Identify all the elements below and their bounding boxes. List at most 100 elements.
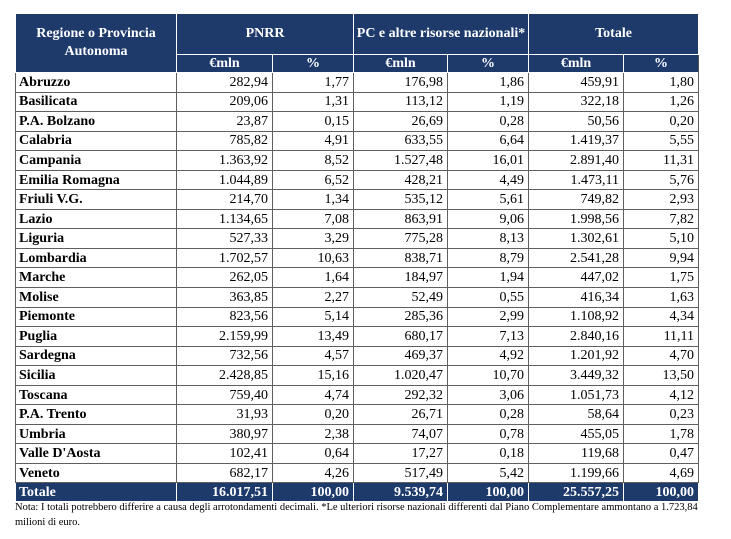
header-spacer xyxy=(698,13,713,73)
pnrr-mln-cell: 31,93 xyxy=(176,404,273,425)
pc-pct-cell: 1,94 xyxy=(447,267,530,289)
pc-mln-cell: 863,91 xyxy=(353,208,449,230)
tot-pct-cell: 13,50 xyxy=(623,365,700,386)
row-spacer xyxy=(698,150,713,171)
pnrr-pct-cell: 0,20 xyxy=(271,404,355,425)
table-row: Valle D'Aosta 102,41 0,64 17,27 0,18 119,68 0,… xyxy=(15,443,713,464)
pnrr-mln-cell: 209,06 xyxy=(176,91,273,113)
pnrr-pct-cell: 1,64 xyxy=(271,267,355,289)
table-row: Marche 262,05 1,64 184,97 1,94 447,02 1,75 xyxy=(15,267,713,289)
tot-mln-cell: 459,91 xyxy=(528,72,625,93)
pnrr-mln-cell: 823,56 xyxy=(176,306,273,328)
table-body: Abruzzo 282,94 1,77 176,98 1,86 459,91 1,80 Bas… xyxy=(15,72,713,484)
row-spacer xyxy=(698,424,713,444)
tot-mln-cell: 2.541,28 xyxy=(528,247,625,269)
pc-pct-cell: 5,61 xyxy=(447,189,530,210)
region-cell: Marche xyxy=(15,267,177,289)
row-spacer xyxy=(698,404,713,425)
total-pc-mln: 9.539,74 xyxy=(353,482,449,503)
table-row: Molise 363,85 2,27 52,49 0,55 416,34 1,63 xyxy=(15,287,713,308)
pnrr-mln-cell: 380,97 xyxy=(176,423,273,445)
pc-pct-cell: 3,06 xyxy=(447,384,530,406)
table-row: Friuli V.G. 214,70 1,34 535,12 5,61 749,82 2,9… xyxy=(15,189,713,210)
table-row: Campania 1.363,92 8,52 1.527,48 16,01 2.891,4… xyxy=(15,150,713,171)
pnrr-pct-cell: 1,34 xyxy=(271,189,355,210)
tot-pct-cell: 4,70 xyxy=(623,345,700,367)
tot-pct-cell: 0,23 xyxy=(623,404,700,425)
pc-pct-cell: 2,99 xyxy=(447,306,530,328)
pc-pct-cell: 0,28 xyxy=(447,404,530,425)
funding-table: Regione o Provincia Autonoma PNRR PC e a… xyxy=(15,13,713,503)
table-row: Piemonte 823,56 5,14 285,36 2,99 1.108,92 4,34 xyxy=(15,306,713,328)
pc-mln-cell: 633,55 xyxy=(353,130,449,152)
tot-pct-cell: 4,12 xyxy=(623,384,700,406)
header-totale: Totale xyxy=(528,13,700,55)
pc-pct-cell: 0,28 xyxy=(447,111,530,132)
pc-mln-cell: 1.527,48 xyxy=(353,150,449,171)
tot-mln-cell: 1.108,92 xyxy=(528,306,625,328)
header-pc: PC e altre risorse nazionali* xyxy=(353,13,530,55)
region-cell: Abruzzo xyxy=(15,72,177,93)
tot-mln-cell: 416,34 xyxy=(528,287,625,308)
tot-mln-cell: 2.891,40 xyxy=(528,150,625,171)
pc-mln-cell: 469,37 xyxy=(353,345,449,367)
total-pc-pct: 100,00 xyxy=(447,482,530,503)
tot-mln-cell: 119,68 xyxy=(528,443,625,464)
tot-mln-cell: 58,64 xyxy=(528,404,625,425)
region-cell: Toscana xyxy=(15,384,177,406)
pnrr-pct-cell: 6,52 xyxy=(271,169,355,191)
pc-mln-cell: 517,49 xyxy=(353,462,449,484)
region-cell: Piemonte xyxy=(15,306,177,328)
pc-pct-cell: 5,42 xyxy=(447,462,530,484)
header-tot-pct: % xyxy=(623,54,700,73)
tot-pct-cell: 0,20 xyxy=(623,111,700,132)
pnrr-pct-cell: 5,14 xyxy=(271,306,355,328)
tot-mln-cell: 3.449,32 xyxy=(528,365,625,386)
region-cell: Lazio xyxy=(15,208,177,230)
tot-mln-cell: 2.840,16 xyxy=(528,326,625,347)
region-cell: Calabria xyxy=(15,130,177,152)
tot-pct-cell: 7,82 xyxy=(623,208,700,230)
tot-pct-cell: 4,69 xyxy=(623,462,700,484)
pnrr-mln-cell: 1.363,92 xyxy=(176,150,273,171)
table-row: P.A. Trento 31,93 0,20 26,71 0,28 58,64 0,23 xyxy=(15,404,713,425)
table-row: Emilia Romagna 1.044,89 6,52 428,21 4,49 1.47… xyxy=(15,169,713,191)
pc-mln-cell: 775,28 xyxy=(353,228,449,249)
region-cell: Basilicata xyxy=(15,91,177,113)
pnrr-mln-cell: 102,41 xyxy=(176,443,273,464)
pc-pct-cell: 0,55 xyxy=(447,287,530,308)
total-pnrr-mln: 16.017,51 xyxy=(176,482,273,503)
total-spacer xyxy=(698,482,713,502)
table-row: Sicilia 2.428,85 15,16 1.020,47 10,70 3.449,3… xyxy=(15,365,713,386)
pc-mln-cell: 838,71 xyxy=(353,247,449,269)
header-tot-mln: €mln xyxy=(528,54,625,73)
tot-pct-cell: 11,11 xyxy=(623,326,700,347)
region-cell: Liguria xyxy=(15,228,177,249)
table-row: Calabria 785,82 4,91 633,55 6,64 1.419,37 5,55 xyxy=(15,130,713,152)
row-spacer xyxy=(698,131,713,151)
pc-mln-cell: 680,17 xyxy=(353,326,449,347)
tot-mln-cell: 1.419,37 xyxy=(528,130,625,152)
tot-mln-cell: 1.473,11 xyxy=(528,169,625,191)
pc-mln-cell: 26,69 xyxy=(353,111,449,132)
pc-mln-cell: 292,32 xyxy=(353,384,449,406)
pc-pct-cell: 0,18 xyxy=(447,443,530,464)
row-spacer xyxy=(698,92,713,112)
pnrr-pct-cell: 4,57 xyxy=(271,345,355,367)
pc-pct-cell: 4,49 xyxy=(447,169,530,191)
funding-table-container: Regione o Provincia Autonoma PNRR PC e a… xyxy=(15,13,713,503)
pnrr-mln-cell: 785,82 xyxy=(176,130,273,152)
row-spacer xyxy=(698,463,713,483)
tot-pct-cell: 4,34 xyxy=(623,306,700,328)
header-region: Regione o Provincia Autonoma xyxy=(15,13,177,73)
region-cell: Umbria xyxy=(15,423,177,445)
table-footer: Totale 16.017,51 100,00 9.539,74 100,00 … xyxy=(15,482,713,503)
header-pc-mln: €mln xyxy=(353,54,449,73)
tot-pct-cell: 1,75 xyxy=(623,267,700,289)
tot-pct-cell: 1,80 xyxy=(623,72,700,93)
pc-pct-cell: 7,13 xyxy=(447,326,530,347)
row-spacer xyxy=(698,189,713,210)
table-row: Lombardia 1.702,57 10,63 838,71 8,79 2.541,28… xyxy=(15,247,713,269)
pnrr-pct-cell: 15,16 xyxy=(271,365,355,386)
region-cell: Veneto xyxy=(15,462,177,484)
